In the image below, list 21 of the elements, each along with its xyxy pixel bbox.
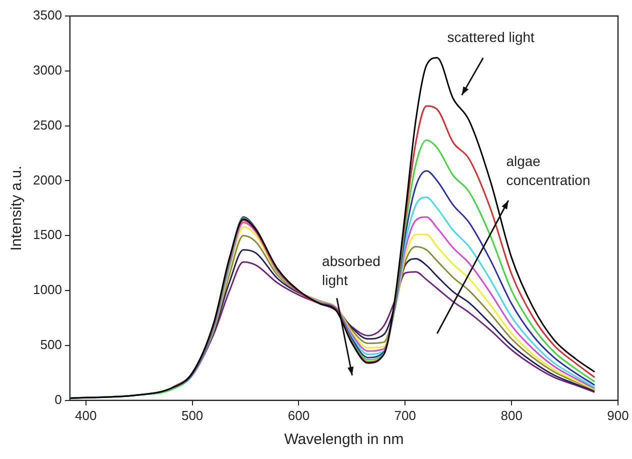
x-tick-label: 600 <box>288 408 310 423</box>
x-tick-label: 900 <box>607 408 629 423</box>
y-tick-label: 2500 <box>33 117 62 132</box>
y-tick-label: 0 <box>54 392 62 407</box>
x-tick-label: 800 <box>500 408 522 423</box>
x-tick-label: 400 <box>75 408 97 423</box>
annotation: absorbed light <box>322 252 380 288</box>
annotation: algae concentration <box>506 152 590 188</box>
line-series <box>170 105 596 390</box>
y-tick-label: 3500 <box>33 8 62 23</box>
line-series <box>70 56 596 399</box>
annotation: scattered light <box>447 28 535 45</box>
y-axis-title: Intensity a.u. <box>8 166 26 251</box>
y-tick-label: 500 <box>40 337 62 352</box>
x-axis-title: Wavelength in nm <box>284 431 404 448</box>
y-tick-label: 2000 <box>33 172 62 188</box>
y-tick-label: 1000 <box>33 282 62 298</box>
x-tick-label: 500 <box>181 408 204 423</box>
y-tick-label: 3000 <box>33 62 62 78</box>
y-tick-label: 1500 <box>33 227 62 242</box>
x-tick-label: 700 <box>394 408 416 423</box>
